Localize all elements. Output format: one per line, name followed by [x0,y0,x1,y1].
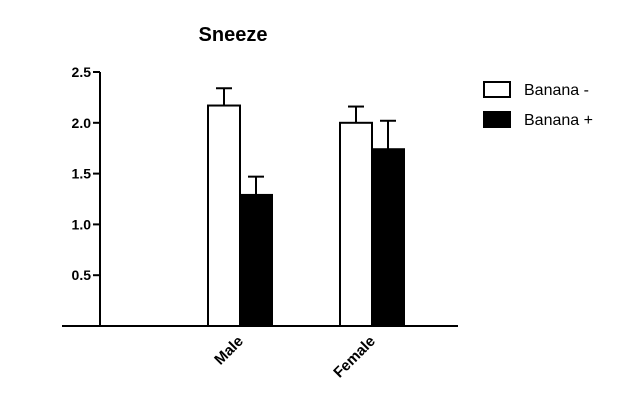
y-tick-label: 0.5 [72,267,92,283]
legend-label: Banana - [524,82,589,99]
legend-label: Banana + [524,112,593,129]
chart-title: Sneeze [199,24,268,46]
legend: Banana - Banana + [483,81,593,129]
legend-swatch [483,81,511,98]
y-tick-label: 2.5 [72,64,92,80]
bar-female-banana-plus [371,148,405,327]
y-tick-label: 2.0 [72,115,92,131]
bar-female-banana-minus [339,121,373,327]
y-tick-label: 1.5 [72,166,92,182]
x-tick-label: Male [211,333,247,369]
legend-swatch [483,111,511,128]
bar-male-banana-minus [207,104,241,327]
bar-male-banana-plus [239,193,273,327]
bars: Male Female [207,87,405,382]
y-tick-label: 1.0 [72,216,92,232]
x-tick-label: Female [330,333,379,382]
